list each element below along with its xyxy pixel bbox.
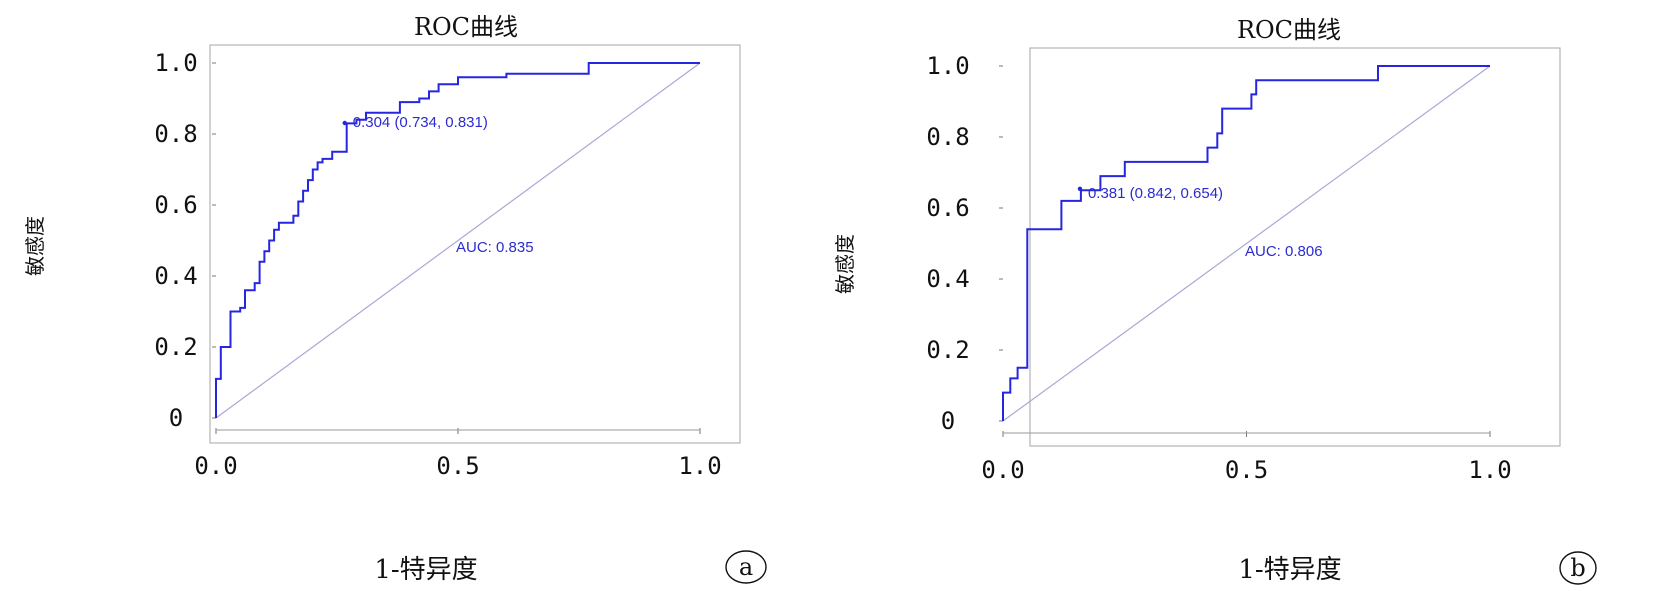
panel-b-reference-diagonal [1002,65,1491,422]
panel-b-cutoff-annotation: 0.381 (0.842, 0.654) [1088,185,1223,202]
panel-b-y-tick-label: 0.4 [926,265,969,293]
panel-b-plot-area: 0 0.2 0.4 0.6 0.8 1.0 0.0 0.5 1.0 0.381 (0.842, 0… [926,52,1511,484]
panel-b-tag-letter: b [1570,554,1585,582]
panel-b-y-tick-label: 0.2 [926,336,969,364]
panel-b-auc-label: AUC: 0.806 [1245,243,1323,260]
panel-a-y-tick-label: 1.0 [154,49,197,77]
panel-a-y-tick-label: 0.4 [154,262,197,290]
panel-b-x-tick-label: 1.0 [1468,456,1511,484]
panel-a-y-tick-label: 0.2 [154,333,197,361]
panel-b-y-tick-label: 0 [941,407,955,435]
panel-a-x-tick-label: 0.0 [194,452,237,480]
panel-b-x-tick-label: 0.0 [981,456,1024,484]
panel-b-y-axis-label: 敏感度 [833,234,857,294]
panel-b-cutoff-point [1077,186,1083,192]
panel-a-x-tick-label: 0.5 [436,452,479,480]
panel-a-cutoff-annotation: 0.304 (0.734, 0.831) [353,114,488,131]
panel-a-cutoff-point [342,120,347,126]
panel-b-panel-tag: b [1559,551,1597,585]
panel-b-x-tick-label: 0.5 [1225,456,1268,484]
panel-a-title: ROC曲线 [414,13,518,41]
panel-b-tag-circle [1559,551,1597,585]
panel-a-tag-circle [725,550,767,584]
panel-a-panel-tag: a [725,550,767,584]
panel-a-roc-curve [215,62,700,418]
panel-a-plot-area: 0 0.2 0.4 0.6 0.8 1.0 0.0 0.5 1.0 0.304 (0.734, 0… [154,49,721,480]
panel-a-reference-diagonal [215,62,701,419]
panel-a-y-axis-label: 敏感度 [23,216,47,276]
panel-a-auc-label: AUC: 0.835 [456,239,534,256]
panel-b-title: ROC曲线 [1237,16,1341,44]
panel-a: ROC曲线 敏感度 1-特异度 a 0 0.2 0.4 0.6 0.8 1.0 0.0 0.5… [23,13,767,585]
panel-b-y-tick-label: 1.0 [926,52,969,80]
panel-b: ROC曲线 敏感度 1-特异度 b 0 0.2 0.4 0.6 0.8 1.0 0.0 0.5… [833,16,1597,585]
panel-b-roc-curve [1002,65,1490,421]
panel-a-x-axis-label: 1-特异度 [374,555,477,585]
panel-a-x-tick-label: 1.0 [678,452,721,480]
panel-b-y-tick-label: 0.8 [926,123,969,151]
panel-b-y-tick-label: 0.6 [926,194,969,222]
panel-a-y-tick-label: 0.8 [154,120,197,148]
panel-b-x-axis-label: 1-特异度 [1238,555,1341,585]
panel-a-y-tick-label: 0 [169,404,183,432]
panel-a-y-tick-label: 0.6 [154,191,197,219]
panel-a-plot-frame [209,44,741,444]
panel-b-plot-frame [1029,47,1561,447]
panel-a-tag-letter: a [739,553,753,581]
